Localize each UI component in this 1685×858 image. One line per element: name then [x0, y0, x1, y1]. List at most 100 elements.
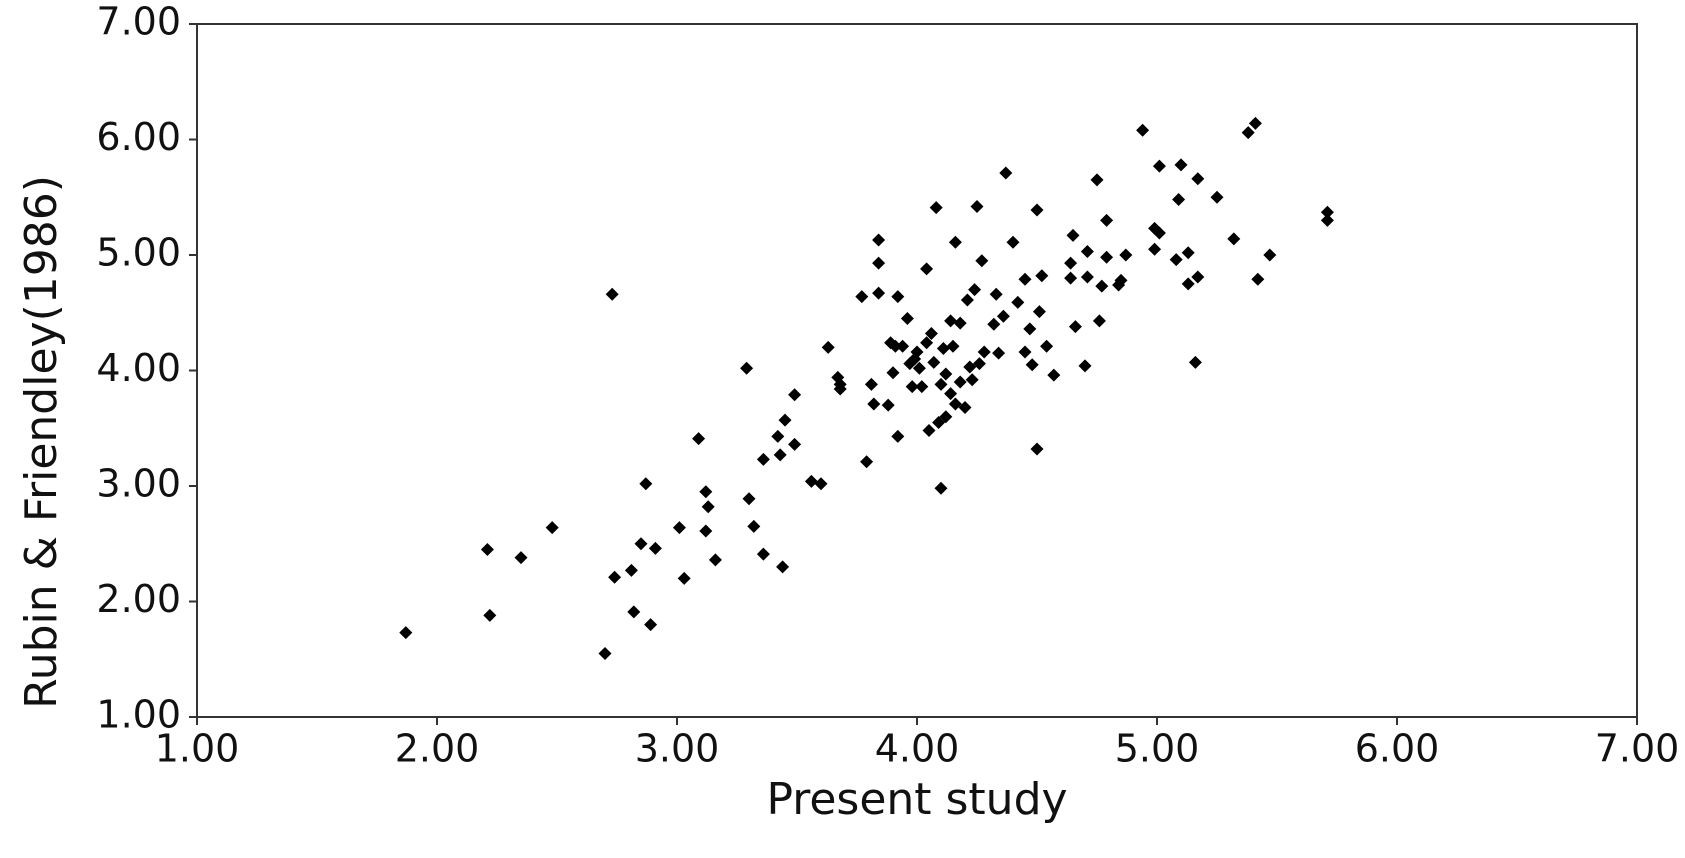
point [1030, 203, 1044, 217]
point [975, 254, 989, 268]
point [939, 367, 953, 381]
point [399, 626, 413, 640]
point [605, 287, 619, 301]
point [936, 342, 950, 356]
x-tick-label: 2.00 [395, 727, 480, 771]
point [872, 256, 886, 270]
point [905, 380, 919, 394]
point [1066, 228, 1080, 242]
point [972, 357, 986, 371]
point [948, 397, 962, 411]
point [896, 339, 910, 353]
point [1040, 339, 1054, 353]
point [881, 398, 895, 412]
point [788, 437, 802, 451]
point [778, 413, 792, 427]
point [872, 233, 886, 247]
point [672, 521, 686, 535]
point [1095, 279, 1109, 293]
point [968, 283, 982, 297]
point [1092, 314, 1106, 328]
point [946, 339, 960, 353]
point [740, 361, 754, 375]
point [920, 336, 934, 350]
x-tick-label: 5.00 [1115, 727, 1200, 771]
point [598, 646, 612, 660]
point [996, 309, 1010, 323]
x-tick-label: 1.00 [155, 727, 240, 771]
point [821, 340, 835, 354]
point [987, 317, 1001, 331]
point [1080, 270, 1094, 284]
point [1032, 305, 1046, 319]
point [1191, 270, 1205, 284]
point [701, 500, 715, 514]
x-axis-title: Present study [766, 774, 1067, 825]
point [1210, 190, 1224, 204]
point [948, 235, 962, 249]
point [1011, 295, 1025, 309]
point [514, 551, 528, 565]
point [677, 571, 691, 585]
point [929, 201, 943, 215]
point [1023, 322, 1037, 336]
point [1248, 116, 1262, 130]
point [480, 543, 494, 557]
point [867, 397, 881, 411]
point [1320, 205, 1334, 219]
x-tick-label: 3.00 [635, 727, 720, 771]
point [1078, 359, 1092, 373]
point [788, 388, 802, 402]
point [915, 380, 929, 394]
point [1068, 320, 1082, 334]
point [953, 375, 967, 389]
point [627, 605, 641, 619]
point [953, 316, 967, 330]
x-tick-label: 4.00 [875, 727, 960, 771]
point [860, 455, 874, 469]
point [910, 345, 924, 359]
point [708, 553, 722, 567]
point [814, 477, 828, 491]
point [1006, 235, 1020, 249]
x-tick-label: 7.00 [1595, 727, 1680, 771]
point [1025, 358, 1039, 372]
point [989, 287, 1003, 301]
point [927, 355, 941, 369]
point [648, 541, 662, 555]
point [924, 327, 938, 341]
point [1018, 272, 1032, 286]
point [639, 477, 653, 491]
point [545, 521, 559, 535]
point [977, 345, 991, 359]
point [1251, 272, 1265, 286]
point [1080, 245, 1094, 259]
point [1152, 159, 1166, 173]
point [960, 293, 974, 307]
point [944, 314, 958, 328]
point [771, 429, 785, 443]
point [1227, 232, 1241, 246]
point [891, 429, 905, 443]
point [1047, 368, 1061, 382]
point [756, 547, 770, 561]
point [742, 492, 756, 506]
point [888, 339, 902, 353]
point [776, 560, 790, 574]
point [920, 262, 934, 276]
point [1136, 123, 1150, 137]
point [1191, 172, 1205, 186]
point [944, 387, 958, 401]
point [1035, 269, 1049, 283]
point [934, 481, 948, 495]
point [864, 377, 878, 391]
point [608, 570, 622, 584]
point [912, 361, 926, 375]
point [1172, 193, 1186, 207]
point [483, 608, 497, 622]
point [1119, 248, 1133, 262]
point [1320, 213, 1334, 227]
y-tick-label: 2.00 [96, 577, 181, 621]
y-tick-label: 4.00 [96, 346, 181, 390]
